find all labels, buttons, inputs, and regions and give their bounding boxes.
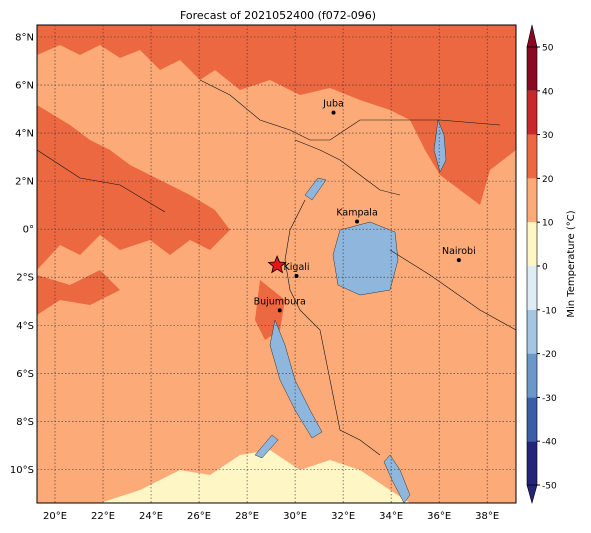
city-dot <box>456 258 461 263</box>
city-dot <box>331 110 336 115</box>
warm-region <box>37 270 120 315</box>
colorbar-tick-label: -30 <box>542 394 557 404</box>
city-dot <box>277 308 282 313</box>
city-label: Kigali <box>284 262 310 273</box>
warm-region <box>37 25 516 205</box>
colorbar-segment <box>527 266 537 310</box>
colorbar-tick-label: -40 <box>542 438 557 448</box>
x-tick-label: 26°E <box>187 511 211 522</box>
lake <box>332 221 399 296</box>
colorbar-segment <box>527 353 537 398</box>
lake <box>269 319 323 439</box>
colorbar-tick-label: 30 <box>542 131 554 141</box>
map-field <box>37 25 516 503</box>
lake <box>383 454 411 503</box>
x-tick-label: 30°E <box>283 511 307 522</box>
colorbar-tick-label: -20 <box>542 350 557 360</box>
colorbar-segment <box>527 441 537 485</box>
border <box>37 79 516 456</box>
colorbar-tick-label: 40 <box>542 87 554 97</box>
colorbar-segment <box>527 90 537 135</box>
y-tick-label: 2°S <box>16 273 34 284</box>
x-tick-label: 38°E <box>475 511 499 522</box>
location-marker <box>267 255 287 274</box>
x-tick-label: 32°E <box>331 511 355 522</box>
colorbar-extend <box>526 484 538 505</box>
x-tick-label: 28°E <box>235 511 259 522</box>
colorbar-segment <box>527 47 537 91</box>
city-label: Nairobi <box>442 246 476 257</box>
city-dot <box>355 219 360 224</box>
colorbar-segment <box>527 397 537 442</box>
colorbar-tick-label: 10 <box>542 219 554 229</box>
y-tick-label: 2°N <box>15 177 34 188</box>
colorbar-tick-label: 50 <box>542 44 554 54</box>
x-tick-label: 22°E <box>91 511 115 522</box>
x-tick-label: 24°E <box>139 511 163 522</box>
map-frame <box>36 24 517 504</box>
title: Forecast of 2021052400 (f072-096) <box>180 9 376 22</box>
colorbar-tick-label: 20 <box>542 175 554 185</box>
y-tick-label: 10°S <box>10 465 34 476</box>
lake <box>304 177 327 201</box>
colorbar-segment <box>527 178 537 223</box>
city-label: Kampala <box>336 207 377 218</box>
colorbar-label: Min Temperature (°C) <box>566 210 577 317</box>
colorbar-extend <box>526 24 538 48</box>
lake <box>254 434 279 459</box>
x-tick-label: 20°E <box>43 511 67 522</box>
colorbar-tick-label: 0 <box>542 263 548 273</box>
y-tick-label: 8°S <box>16 417 34 428</box>
colorbar-tick-label: -50 <box>542 482 557 492</box>
colorbar-segment <box>527 222 537 266</box>
warm-region <box>37 105 230 270</box>
y-tick-label: 6°N <box>15 81 34 92</box>
y-tick-label: 4°S <box>16 321 34 332</box>
y-tick-label: 0° <box>23 225 34 236</box>
y-tick-label: 6°S <box>16 369 34 380</box>
y-tick-label: 8°N <box>15 33 34 44</box>
colorbar-segment <box>527 134 537 179</box>
city-label: Bujumbura <box>254 296 306 307</box>
colorbar-segment <box>527 309 537 354</box>
colorbar-tick-label: -10 <box>542 306 557 316</box>
x-tick-label: 36°E <box>427 511 451 522</box>
city-dot <box>294 274 299 279</box>
x-tick-label: 34°E <box>379 511 403 522</box>
cool-region <box>100 450 410 503</box>
y-tick-label: 4°N <box>15 129 34 140</box>
city-label: Juba <box>322 99 344 110</box>
